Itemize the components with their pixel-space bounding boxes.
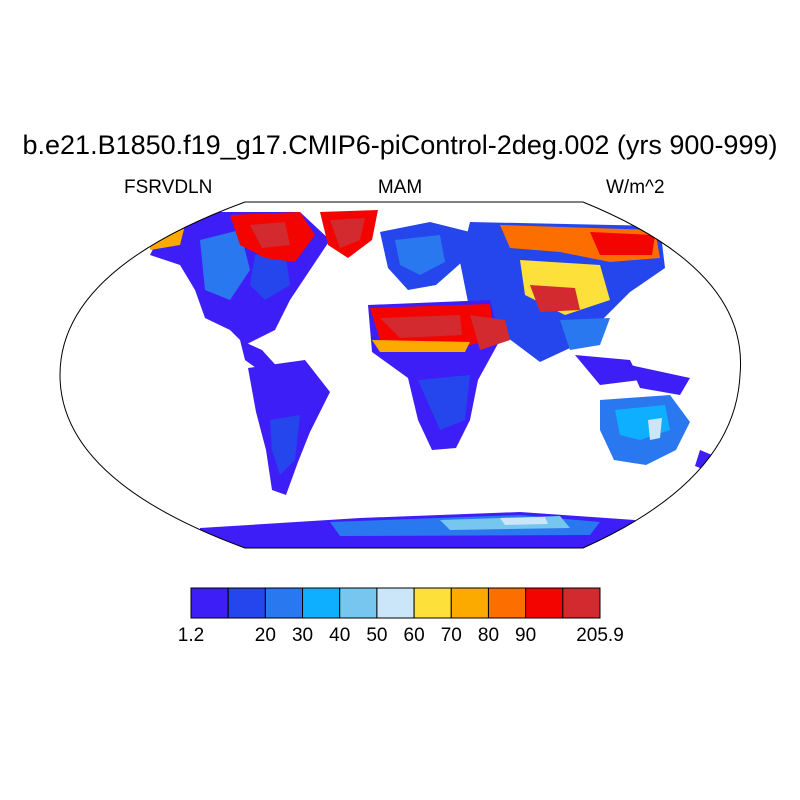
colorbar-tick-label: 80 [477,625,500,646]
land-field [150,210,712,548]
colorbar-tick-label: 205.9 [576,625,624,646]
colorbar-tick-label: 50 [366,625,388,646]
colorbar-tick-label: 60 [403,625,425,646]
colorbar-tick-label: 1.2 [177,625,205,646]
colorbar-tick-label: 40 [329,625,351,646]
colorbar-swatch [376,587,415,619]
colorbar [190,587,601,619]
colorbar-tick-label: 70 [440,625,462,646]
plot-title: b.e21.B1850.f19_g17.CMIP6-piControl-2deg… [22,130,778,160]
colorbar-tick-label: 20 [254,625,276,646]
colorbar-swatch [190,587,229,619]
colorbar-swatch [562,587,601,619]
colorbar-swatch [450,587,489,619]
colorbar-swatch [487,587,527,619]
variable-label: FSRVDLN [124,177,213,198]
colorbar-swatch [227,587,266,619]
arabia-hot [470,315,510,350]
globe-outline [59,201,742,549]
season-label: MAM [377,177,423,198]
colorbar-swatch [302,587,341,619]
colorbar-tick-label: 90 [515,625,537,646]
colorbar-tick-label: 30 [291,625,314,646]
colorbar-swatch [264,587,304,619]
colorbar-swatch [413,587,452,619]
units-label: W/m^2 [606,177,665,198]
colorbar-swatch [525,587,564,619]
central-asia-hot [530,285,580,312]
colorbar-swatch [339,587,378,619]
